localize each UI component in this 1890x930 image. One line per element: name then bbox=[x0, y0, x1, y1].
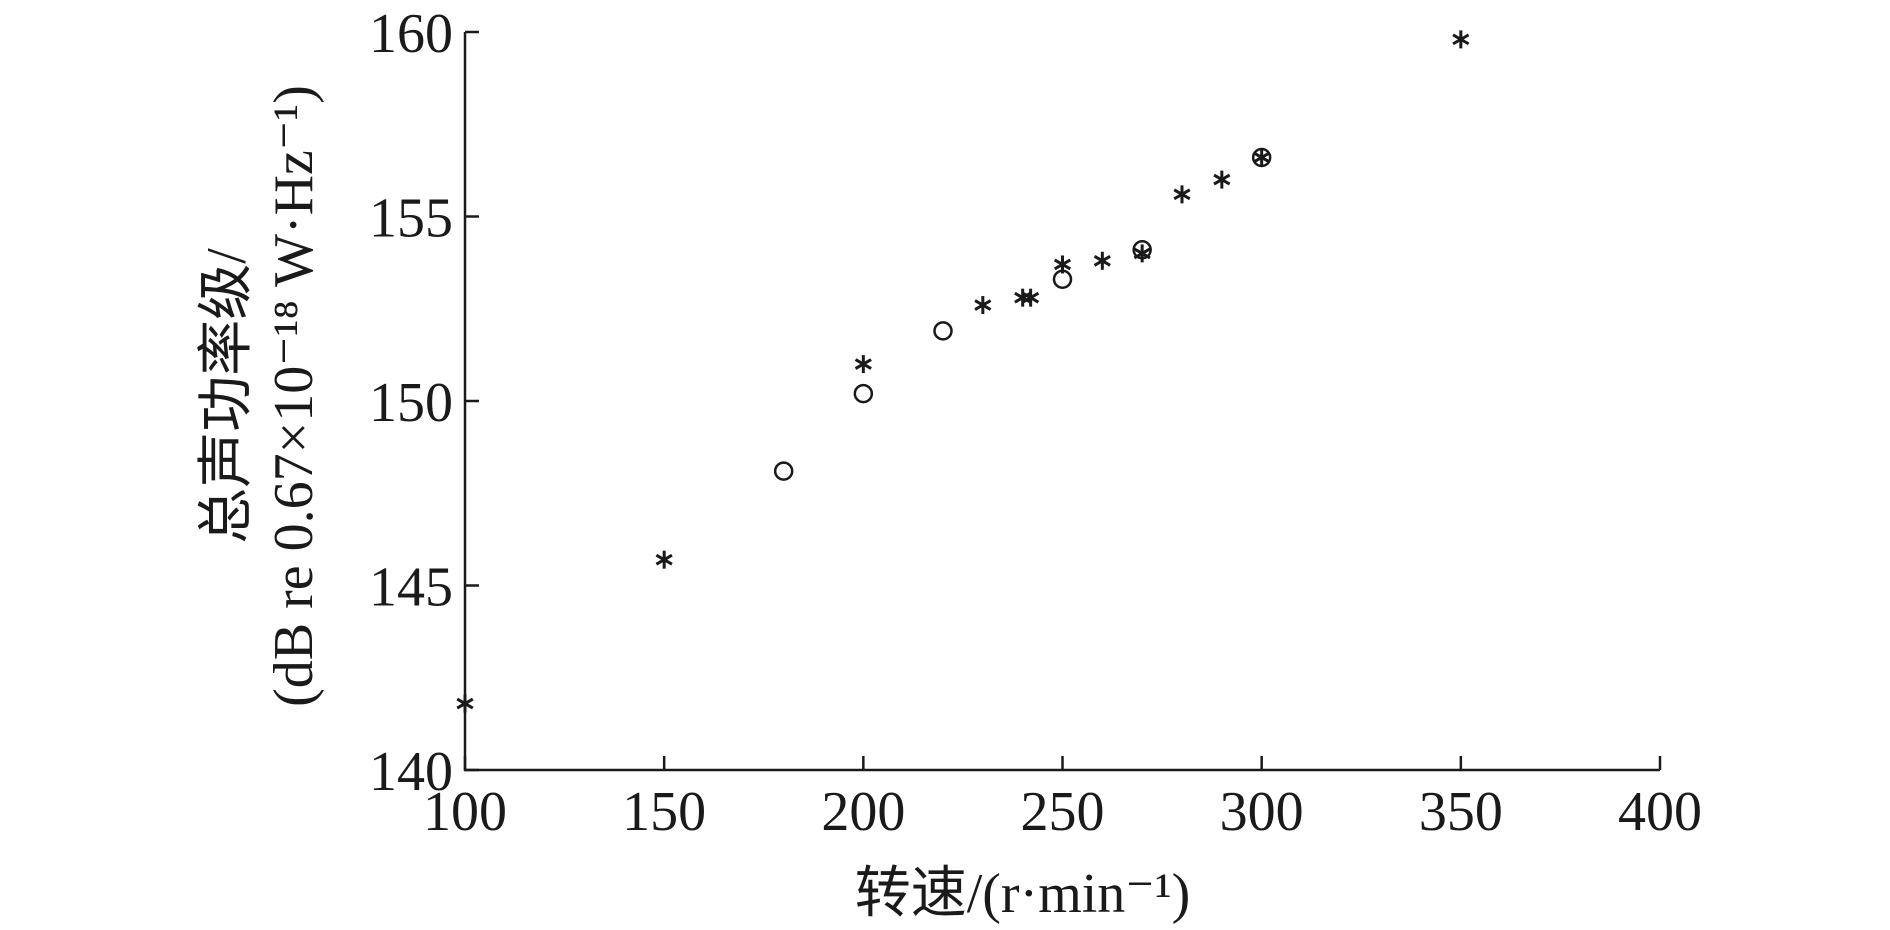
data-point-circle bbox=[773, 461, 794, 481]
x-tick-label: 300 bbox=[1220, 781, 1304, 843]
data-point-circle bbox=[1132, 239, 1152, 260]
y-tick-label: 160 bbox=[369, 3, 453, 65]
data-point-circle bbox=[933, 321, 953, 341]
x-tick-label: 250 bbox=[1021, 781, 1105, 843]
data-point-circle bbox=[853, 383, 874, 404]
data-point-star bbox=[655, 550, 673, 569]
data-point-star bbox=[1093, 251, 1111, 270]
y-axis-title: 总声功率级/ (dB re 0.67×10⁻¹⁸ W·Hz⁻¹) bbox=[196, 85, 325, 707]
data-point-circle bbox=[1052, 269, 1073, 289]
y-tick-label: 150 bbox=[369, 372, 453, 434]
data-point-star bbox=[1452, 30, 1470, 49]
data-point-star bbox=[1213, 170, 1231, 189]
x-axis-ticks: 100 150 200 250 300 350 400 bbox=[423, 756, 1702, 843]
data-point-star bbox=[974, 296, 992, 315]
data-point-star bbox=[1253, 148, 1271, 167]
y-axis-title-line-1: 总声功率级/ bbox=[196, 248, 258, 544]
data-point-star bbox=[1133, 244, 1151, 263]
y-tick-label: 155 bbox=[369, 188, 453, 250]
x-tick-label: 400 bbox=[1618, 781, 1702, 843]
data-point-star bbox=[456, 694, 474, 713]
y-axis-title-line-2: (dB re 0.67×10⁻¹⁸ W·Hz⁻¹) bbox=[263, 85, 325, 707]
y-tick-label: 145 bbox=[369, 557, 453, 619]
axes bbox=[463, 32, 1660, 772]
data-points bbox=[456, 30, 1470, 713]
x-tick-label: 350 bbox=[1419, 781, 1503, 843]
data-point-star bbox=[1173, 185, 1191, 204]
y-axis-ticks: 140 145 150 155 160 bbox=[369, 3, 479, 803]
x-tick-label: 150 bbox=[622, 781, 706, 843]
x-tick-label: 100 bbox=[423, 781, 507, 843]
data-point-circle bbox=[1251, 147, 1272, 168]
data-point-star bbox=[854, 355, 872, 374]
x-axis-title: 转速/(r·min⁻¹) bbox=[855, 863, 1191, 925]
y-tick-label: 140 bbox=[369, 741, 453, 803]
x-tick-label: 200 bbox=[821, 781, 905, 843]
data-point-star bbox=[1022, 288, 1040, 307]
